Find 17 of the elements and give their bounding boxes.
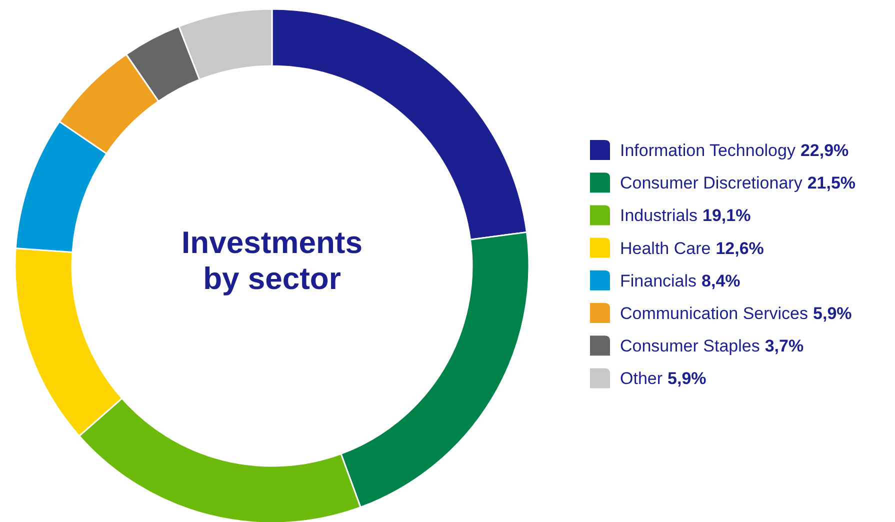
data-label: 12,6% bbox=[716, 238, 764, 258]
legend-label: Information Technology bbox=[620, 141, 796, 160]
data-label: 22,9% bbox=[800, 141, 849, 160]
data-label: 8,4% bbox=[702, 271, 740, 290]
data-label: 5,9% bbox=[813, 304, 852, 323]
data-label: 19,1% bbox=[702, 206, 751, 226]
data-label: 21,5% bbox=[807, 174, 856, 193]
legend-label: Financials bbox=[620, 271, 697, 290]
legend-label: Consumer Staples bbox=[620, 336, 760, 356]
legend-label: Consumer Discretionary bbox=[620, 174, 803, 193]
legend-label: Health Care bbox=[620, 238, 711, 258]
data-label: 3,7% bbox=[764, 336, 804, 356]
legend-label: Industrials bbox=[620, 206, 698, 226]
text: Investments by sector bbox=[182, 225, 362, 296]
legend-label: Communication Services bbox=[620, 304, 808, 323]
data-label: 5,9% bbox=[668, 369, 706, 388]
legend-label: Other bbox=[620, 369, 663, 388]
